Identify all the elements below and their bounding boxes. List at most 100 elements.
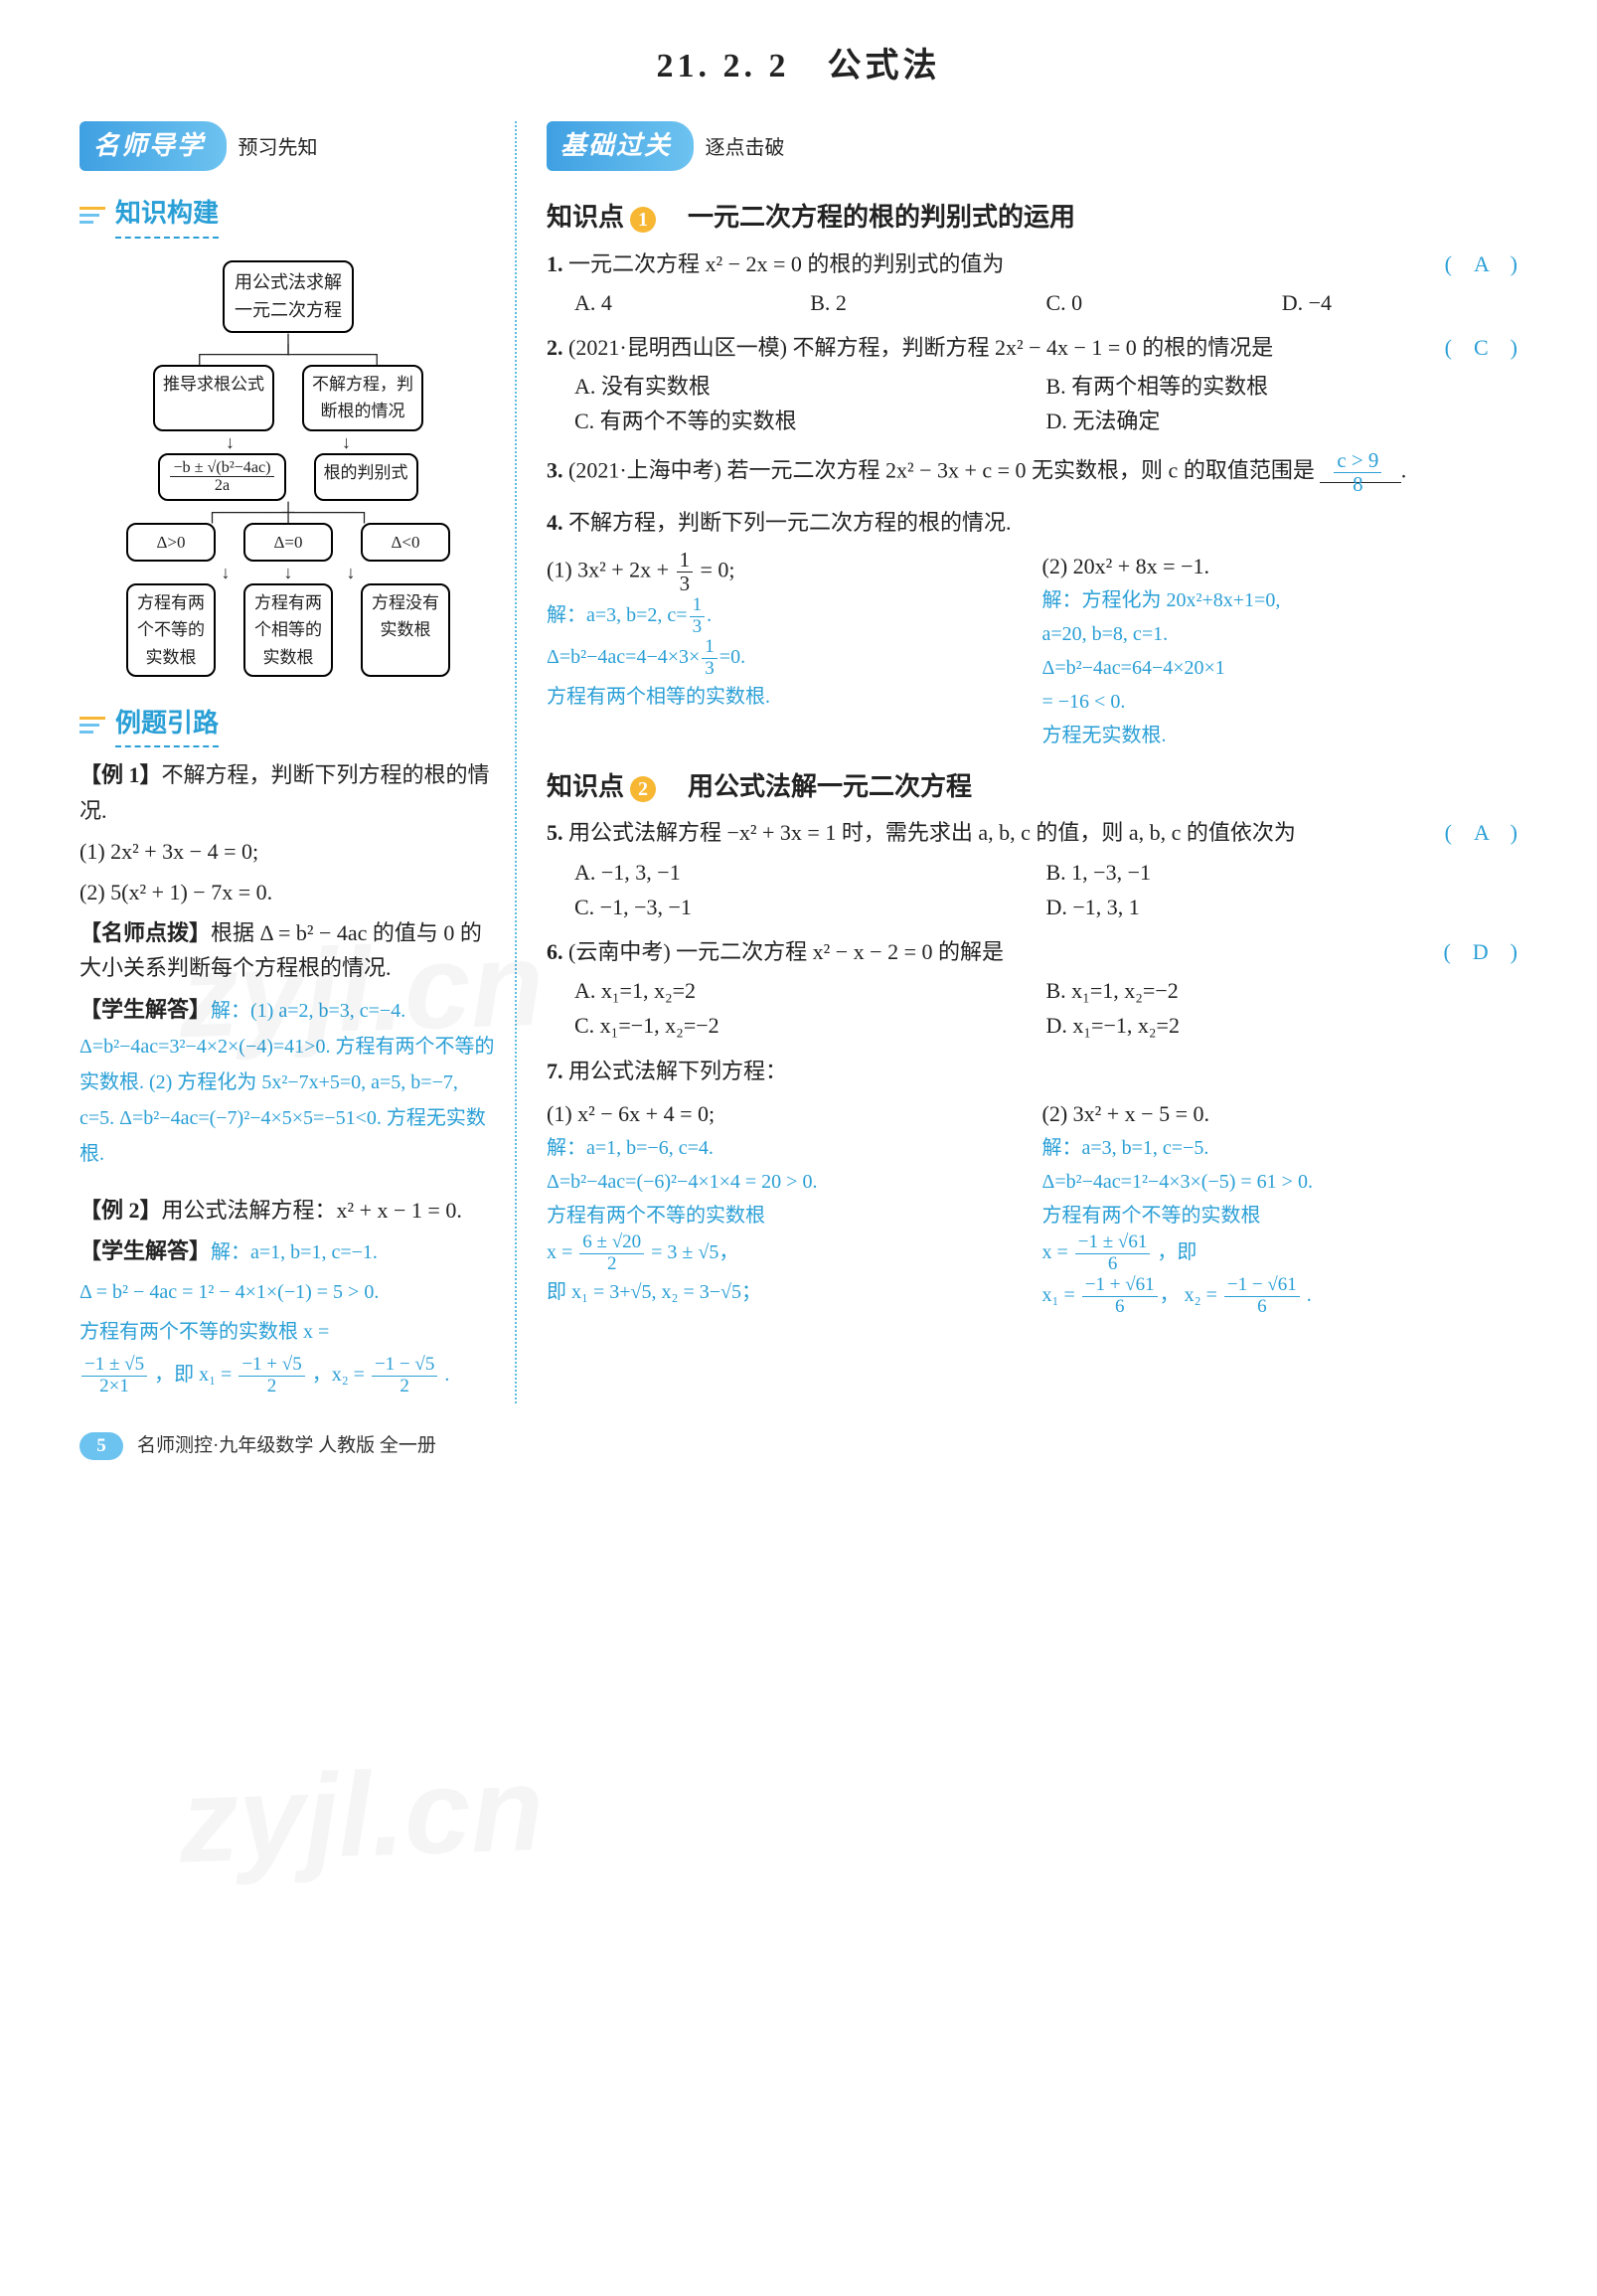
frac-den: 2×1 [81,1377,147,1397]
sol-line: Δ=b²−4ac=4−4×3× [547,646,700,668]
options: A. x₁=1, x₂=2 B. x₁=1, x₂=−2 C. x₁=−1, x… [574,973,1517,1043]
sol-line: 解：a=3, b=2, c= [547,604,688,626]
option-a: A. 4 [574,285,810,320]
stu-label: 【学生解答】 [80,997,211,1022]
frac-den: 6 [1075,1254,1151,1275]
banner-main: 名师导学 [80,121,227,171]
sol-line: 方程有两个不等的实数根 [547,1205,765,1227]
banner-main: 基础过关 [547,121,694,171]
kp-title: 一元二次方程的根的判别式的运用 [688,203,1075,232]
fc-arrow: ↓ ↓ [80,437,497,447]
kp-label: 知识点 [547,772,624,801]
option-c: C. x₁=−1, x₂=−2 [574,1008,1046,1043]
options: A. 4 B. 2 C. 0 D. −4 [574,285,1517,320]
frac-num: c > 9 [1334,449,1381,473]
kp-num-badge: 1 [630,207,656,233]
option-d: D. x₁=−1, x₂=2 [1046,1008,1518,1043]
banner-teacher: 名师导学 预习先知 [80,121,497,183]
frac-num: 1 [677,549,693,573]
banner-sub: 逐点击破 [706,137,785,159]
q-number: 1. [547,251,563,276]
formula-num: −b ± √(b²−4ac) [170,459,273,478]
frac-num: −1 ± √5 [81,1355,147,1377]
q-text: 用公式法解方程 −x² + 3x = 1 时，需先求出 a, b, c 的值，则… [568,820,1296,845]
q-text: 一元二次方程 x² − 2x = 0 的根的判别式的值为 [568,251,1004,276]
ex2-sol-c: 方程有两个不等的实数根 x = [80,1321,329,1343]
answer-blank: c > 98 [1320,457,1400,483]
page-number: 5 [80,1432,123,1460]
frac-den: 3 [690,617,706,638]
section-examples: 例题引路 [80,703,497,748]
question-7: 7. 用公式法解下列方程： (1) x² − 6x + 4 = 0; 解：a=1… [547,1054,1517,1318]
option-a: A. −1, 3, −1 [574,855,1046,890]
option-c: C. −1, −3, −1 [574,890,1046,924]
question-5: 5. 用公式法解方程 −x² + 3x = 1 时，需先求出 a, b, c 的… [547,815,1517,924]
q7-sub1: (1) x² − 6x + 4 = 0; 解：a=1, b=−6, c=4. Δ… [547,1096,1023,1318]
options: A. 没有实数根 B. 有两个相等的实数根 C. 有两个不等的实数根 D. 无法… [574,369,1517,438]
frac-num: −1 + √61 [1082,1275,1158,1297]
frac-num: −1 ± √61 [1075,1232,1151,1254]
lines-icon [80,205,105,227]
sol-line: . [1307,1284,1312,1306]
sol-line: = −16 < 0. [1042,691,1126,713]
q7-s1: (1) x² − 6x + 4 = 0; [547,1096,1023,1131]
frac-den: 8 [1334,473,1381,496]
option-a: A. x₁=1, x₂=2 [574,973,1046,1008]
frac-den: 3 [677,573,693,595]
q-number: 4. [547,510,563,535]
frac-den: 3 [702,659,718,680]
q7-sol1: 解：a=1, b=−6, c=4. Δ=b²−4ac=(−6)²−4×1×4 =… [547,1131,1023,1309]
kp-label: 知识点 [547,203,624,232]
option-b: B. 1, −3, −1 [1046,855,1518,890]
q-text: (2021·昆明西山区一模) 不解方程，判断方程 2x² − 4x − 1 = … [568,335,1273,360]
sol-line: 方程有两个不等的实数根 [1042,1205,1261,1227]
frac-num: −1 − √61 [1224,1275,1300,1297]
formula-den: 2a [170,477,273,495]
example-1: 【例 1】不解方程，判断下列方程的根的情况. (1) 2x² + 3x − 4 … [80,757,497,1170]
stu-label: 【学生解答】 [80,1238,211,1263]
example-2: 【例 2】用公式法解方程：x² + x − 1 = 0. 【学生解答】解：a=1… [80,1193,497,1397]
option-a: A. 没有实数根 [574,369,1046,404]
q-number: 2. [547,335,563,360]
q-text: 不解方程，判断下列一元二次方程的根的情况. [568,510,1012,535]
sol-line: ，即 [1157,1241,1197,1263]
fc-result-2: 方程有两 个相等的 实数根 [243,583,333,677]
q4-sub2: (2) 20x² + 8x = −1. 解：方程化为 20x²+8x+1=0, … [1042,549,1518,752]
sol-line: 方程无实数根. [1042,725,1167,746]
frac-num: 1 [702,637,718,659]
option-c: C. 有两个不等的实数根 [574,404,1046,438]
q-text: 用公式法解下列方程： [568,1059,787,1083]
option-b: B. 有两个相等的实数根 [1046,369,1518,404]
period: . [1401,457,1407,482]
ex2-sol-d: ，即 x₁ = [154,1364,232,1386]
fc-node-root: 用公式法求解 一元二次方程 [223,260,354,334]
frac-num: 6 ± √20 [579,1232,644,1254]
fc-node-derive: 推导求根公式 [153,365,274,430]
frac-den: 6 [1082,1297,1158,1318]
sol-line: =0. [719,646,745,668]
sol-line: 解：方程化为 20x²+8x+1=0, [1042,589,1281,611]
fc-node-formula: −b ± √(b²−4ac)2a [158,453,285,502]
sol-line: Δ=b²−4ac=(−6)²−4×1×4 = 20 > 0. [547,1171,817,1193]
two-column-layout: 名师导学 预习先知 知识构建 用公式法求解 一元二次方程 │┌──────┴──… [80,121,1517,1402]
question-4: 4. 不解方程，判断下列一元二次方程的根的情况. (1) 3x² + 2x + … [547,505,1517,751]
section-title: 知识构建 [115,193,219,239]
q4-s1: (1) 3x² + 2x + 13 = 0; [547,549,1023,595]
question-6: 6. (云南中考) 一元二次方程 x² − x − 2 = 0 的解是 ( D … [547,934,1517,1044]
ex2-sol-b: Δ = b² − 4ac = 1² − 4×1×(−1) = 5 > 0. [80,1275,497,1309]
option-d: D. 无法确定 [1046,404,1518,438]
sol-line: 方程有两个相等的实数根. [547,686,770,708]
ex2-frac-line: −1 ± √52×1 ，即 x₁ = −1 + √52 ，x₂ = −1 − √… [80,1355,497,1397]
answer-paren: ( A ) [1445,815,1517,850]
section-title: 例题引路 [115,703,219,748]
ex2-sol-a: 解：a=1, b=1, c=−1. [211,1241,378,1263]
fc-result-3: 方程没有 实数根 [361,583,450,677]
option-d: D. −4 [1282,285,1517,320]
knowledge-point-2: 知识点2 用公式法解一元二次方程 [547,766,1517,808]
ex2-label: 【例 2】 [80,1198,162,1223]
sol-line: 即 x₁ = 3+√5, x₂ = 3−√5； [547,1281,761,1303]
ex1-label: 【例 1】 [80,762,162,787]
frac-den: 2 [579,1254,644,1275]
q-number: 5. [547,820,563,845]
frac-den: 2 [372,1377,437,1397]
